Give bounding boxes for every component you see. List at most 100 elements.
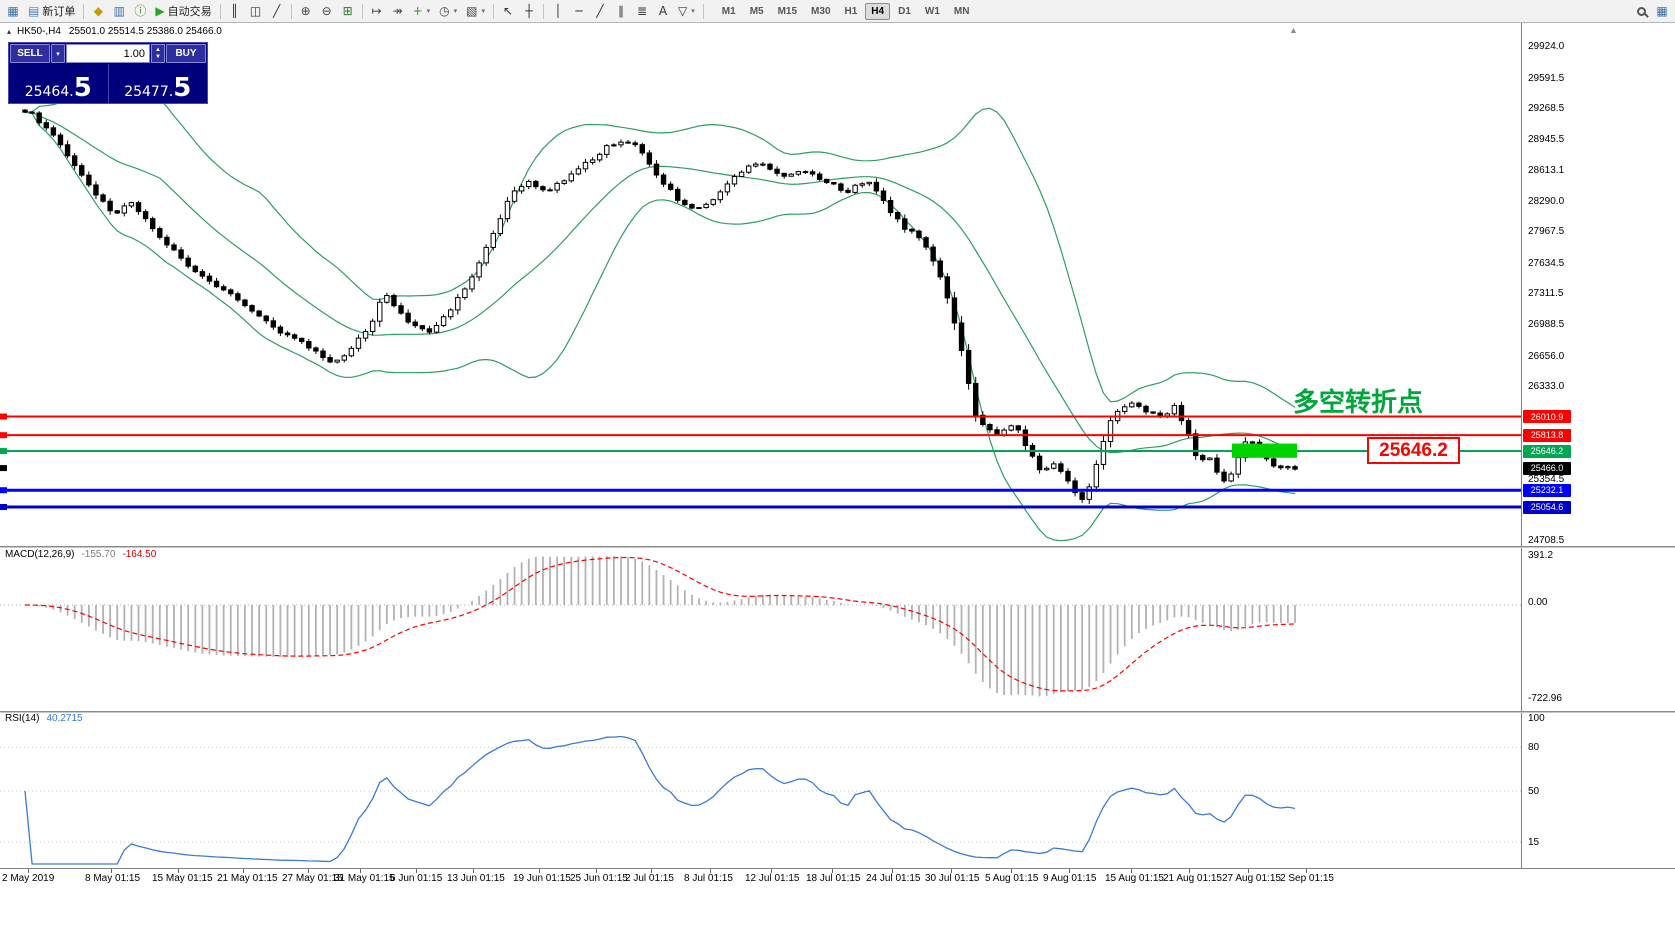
trendline-button[interactable]: ╱	[590, 1, 610, 21]
buy-price[interactable]: 25477. 5	[109, 64, 208, 103]
date-label: 9 Aug 01:15	[1043, 873, 1097, 884]
indicators-button[interactable]: + ▾	[409, 1, 435, 21]
price-axis[interactable]: 29924.0 29591.5 29268.5 28945.5 28613.1 28290…	[1521, 23, 1675, 868]
volume-dropdown[interactable]: ▾	[51, 44, 65, 63]
volume-input[interactable]	[66, 44, 150, 63]
price-tag-25232.1: 25232.1	[1523, 483, 1571, 497]
sell-button[interactable]: SELL	[10, 44, 50, 63]
level-marker-26010.9	[0, 413, 7, 420]
timeframe-h4[interactable]: H4	[865, 2, 891, 20]
arrows-button[interactable]: ▽ ▾	[674, 1, 699, 21]
app-icon[interactable]: ▦	[3, 1, 23, 21]
date-tick-mark	[1306, 869, 1307, 873]
templates-button[interactable]: ▧ ▾	[462, 1, 489, 21]
chart-line-icon[interactable]: ╱	[267, 1, 287, 21]
date-label: 5 Aug 01:15	[985, 873, 1039, 884]
time-axis[interactable]: 2 May 2019 8 May 01:15 15 May 01:15 21 May …	[0, 868, 1675, 887]
auto-trading-button[interactable]: ▶ 自动交易	[151, 1, 215, 21]
new-order-button: ▤	[28, 4, 40, 18]
toolbar-separator	[361, 3, 363, 19]
timeframe-m30[interactable]: M30	[811, 5, 831, 17]
zoom-in-icon: ⊕	[300, 4, 311, 18]
date-tick-mark	[1131, 869, 1132, 873]
timeframe-mn[interactable]: MN	[953, 5, 970, 17]
chevron-down-icon: ▾	[691, 8, 695, 15]
fibonacci-button[interactable]: ≣	[632, 1, 652, 21]
arrows-button: ▽	[678, 4, 688, 18]
chart-shift-icon[interactable]: ↦	[367, 1, 387, 21]
horizontal-line-button[interactable]: ─	[569, 1, 589, 21]
chart-candles-icon[interactable]: ◫	[246, 1, 266, 21]
zoom-out-icon[interactable]: ⊖	[317, 1, 337, 21]
zoom-in-icon[interactable]: ⊕	[296, 1, 316, 21]
date-label: 19 Jun 01:15	[513, 873, 571, 884]
date-tick-mark	[951, 869, 952, 873]
trade-panel-divider	[107, 64, 109, 103]
auto-scroll-icon[interactable]: ↠	[388, 1, 408, 21]
new-order-button[interactable]: ▤ 新订单	[24, 1, 79, 21]
date-tick-mark	[892, 869, 893, 873]
date-label: 2 May 2019	[2, 873, 55, 884]
date-label: 13 Jun 01:15	[447, 873, 505, 884]
buy-button[interactable]: BUY	[166, 44, 206, 63]
date-label: 25 Jun 01:15	[570, 873, 628, 884]
alerts-icon[interactable]: ◆	[88, 1, 108, 21]
price-callout: 25646.2	[1367, 437, 1460, 464]
price-tag-25054.6: 25054.6	[1523, 500, 1571, 514]
text-button[interactable]: A	[653, 1, 673, 21]
spinner-up-icon[interactable]: ▲	[155, 46, 161, 53]
sell-price[interactable]: 25464. 5	[9, 64, 108, 103]
timeframe-w1[interactable]: W1	[924, 5, 940, 17]
price-tag-25646.2: 25646.2	[1523, 444, 1571, 458]
channel-button: ∥	[618, 4, 625, 18]
toolbar-separator	[290, 3, 292, 19]
rsi-axis-tick: 50	[1528, 786, 1540, 797]
panel-separator[interactable]	[0, 546, 1675, 548]
channel-button[interactable]: ∥	[611, 1, 631, 21]
date-label: 30 Jul 01:15	[925, 873, 980, 884]
timeframe-switcher: M1 M5 M15 M30 H1 H4 D1 W1 MN	[716, 2, 976, 20]
timeframe-m15[interactable]: M15	[777, 5, 798, 17]
date-label: 27 Aug 01:15	[1222, 873, 1281, 884]
info-icon[interactable]: ⓘ	[130, 1, 150, 21]
crosshair-button: ┼	[525, 4, 533, 18]
trade-panel-controls: SELL ▾ ▲▼ BUY	[9, 43, 207, 64]
one-click-collapse-toggle[interactable]: ▴	[7, 27, 12, 36]
volume-spinner[interactable]: ▲ ▼	[151, 44, 165, 63]
timeframe-h1[interactable]: H1	[844, 5, 858, 17]
timeframe-m1[interactable]: M1	[721, 5, 736, 17]
timeframe-d1[interactable]: D1	[898, 5, 911, 17]
search-icon[interactable]	[1631, 1, 1651, 21]
toolbar-separator	[83, 3, 85, 19]
spinner-down-icon[interactable]: ▼	[155, 53, 161, 60]
periods-button[interactable]: ◷ ▾	[435, 1, 461, 21]
data-window-icon[interactable]: ▥	[109, 1, 129, 21]
new-order-button-label: 新订单	[42, 5, 76, 18]
rsi-axis-tick: 15	[1528, 837, 1540, 849]
rsi-label: RSI(14) 40.2715	[5, 713, 83, 724]
level-marker-25232.1	[0, 487, 7, 494]
price-tag-25466.0: 25466.0	[1523, 461, 1571, 475]
price-tick: 28613.1	[1528, 165, 1565, 177]
auto-trading-button: ▶	[155, 4, 165, 18]
trade-panel-prices: 25464. 5 25477. 5	[9, 64, 207, 103]
date-tick-mark	[771, 869, 772, 873]
fibonacci-button: ≣	[637, 4, 648, 18]
chart-bars-icon[interactable]: ║	[225, 1, 245, 21]
panel-separator[interactable]	[0, 711, 1675, 713]
date-label: 21 Aug 01:15	[1163, 873, 1222, 884]
date-tick-mark	[473, 869, 474, 873]
timeframe-m5[interactable]: M5	[749, 5, 764, 17]
crosshair-button[interactable]: ┼	[519, 1, 539, 21]
vertical-line-button[interactable]: │	[548, 1, 568, 21]
price-tick: 29924.0	[1528, 41, 1565, 53]
tile-windows-icon[interactable]: ⊞	[338, 1, 358, 21]
date-tick-mark	[178, 869, 179, 873]
toolbar-separator	[493, 3, 495, 19]
cursor-button[interactable]: ↖	[498, 1, 518, 21]
symbol-period-label: HK50-,H4	[17, 26, 61, 37]
toolbar-separator	[543, 3, 545, 19]
date-label: 12 Jul 01:15	[745, 873, 800, 884]
new-chart-icon[interactable]: ▦	[1652, 1, 1672, 21]
